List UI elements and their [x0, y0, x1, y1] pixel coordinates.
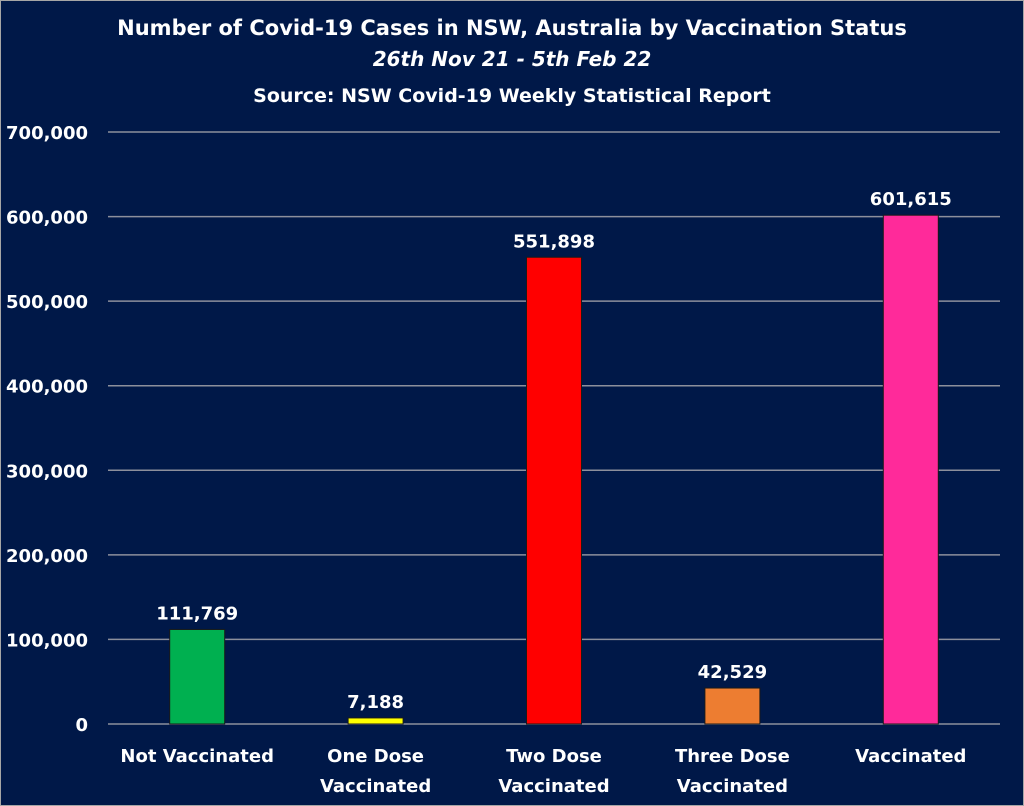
- data-label: 601,615: [870, 189, 952, 210]
- y-tick-label: 0: [75, 715, 88, 736]
- x-tick-label: Vaccinated: [498, 776, 609, 797]
- bar: [704, 687, 761, 725]
- chart-source: Source: NSW Covid-19 Weekly Statistical …: [253, 85, 771, 107]
- data-label: 111,769: [156, 603, 238, 624]
- bar: [526, 256, 582, 725]
- x-tick-label: Two Dose: [506, 746, 602, 767]
- bar: [347, 717, 404, 725]
- y-tick-label: 100,000: [6, 630, 88, 651]
- chart-subtitle: 26th Nov 21 - 5th Feb 22: [372, 47, 652, 71]
- bar: [882, 214, 939, 725]
- data-label: 7,188: [347, 692, 404, 713]
- y-tick-label: 200,000: [6, 546, 88, 567]
- x-tick-label: Not Vaccinated: [120, 746, 274, 767]
- x-tick-label: Three Dose: [675, 746, 790, 767]
- y-tick-label: 600,000: [6, 208, 88, 229]
- data-label: 551,898: [513, 231, 595, 252]
- chart-title: Number of Covid-19 Cases in NSW, Austral…: [117, 16, 907, 40]
- x-tick-label: Vaccinated: [677, 776, 788, 797]
- data-label: 42,529: [698, 662, 767, 683]
- y-tick-label: 400,000: [6, 377, 88, 398]
- x-tick-label: Vaccinated: [320, 776, 431, 797]
- x-tick-label: One Dose: [327, 746, 424, 767]
- y-tick-label: 500,000: [6, 292, 88, 313]
- y-tick-label: 300,000: [6, 461, 88, 482]
- y-tick-label: 700,000: [6, 123, 88, 144]
- bar: [169, 628, 226, 725]
- x-tick-label: Vaccinated: [855, 746, 966, 767]
